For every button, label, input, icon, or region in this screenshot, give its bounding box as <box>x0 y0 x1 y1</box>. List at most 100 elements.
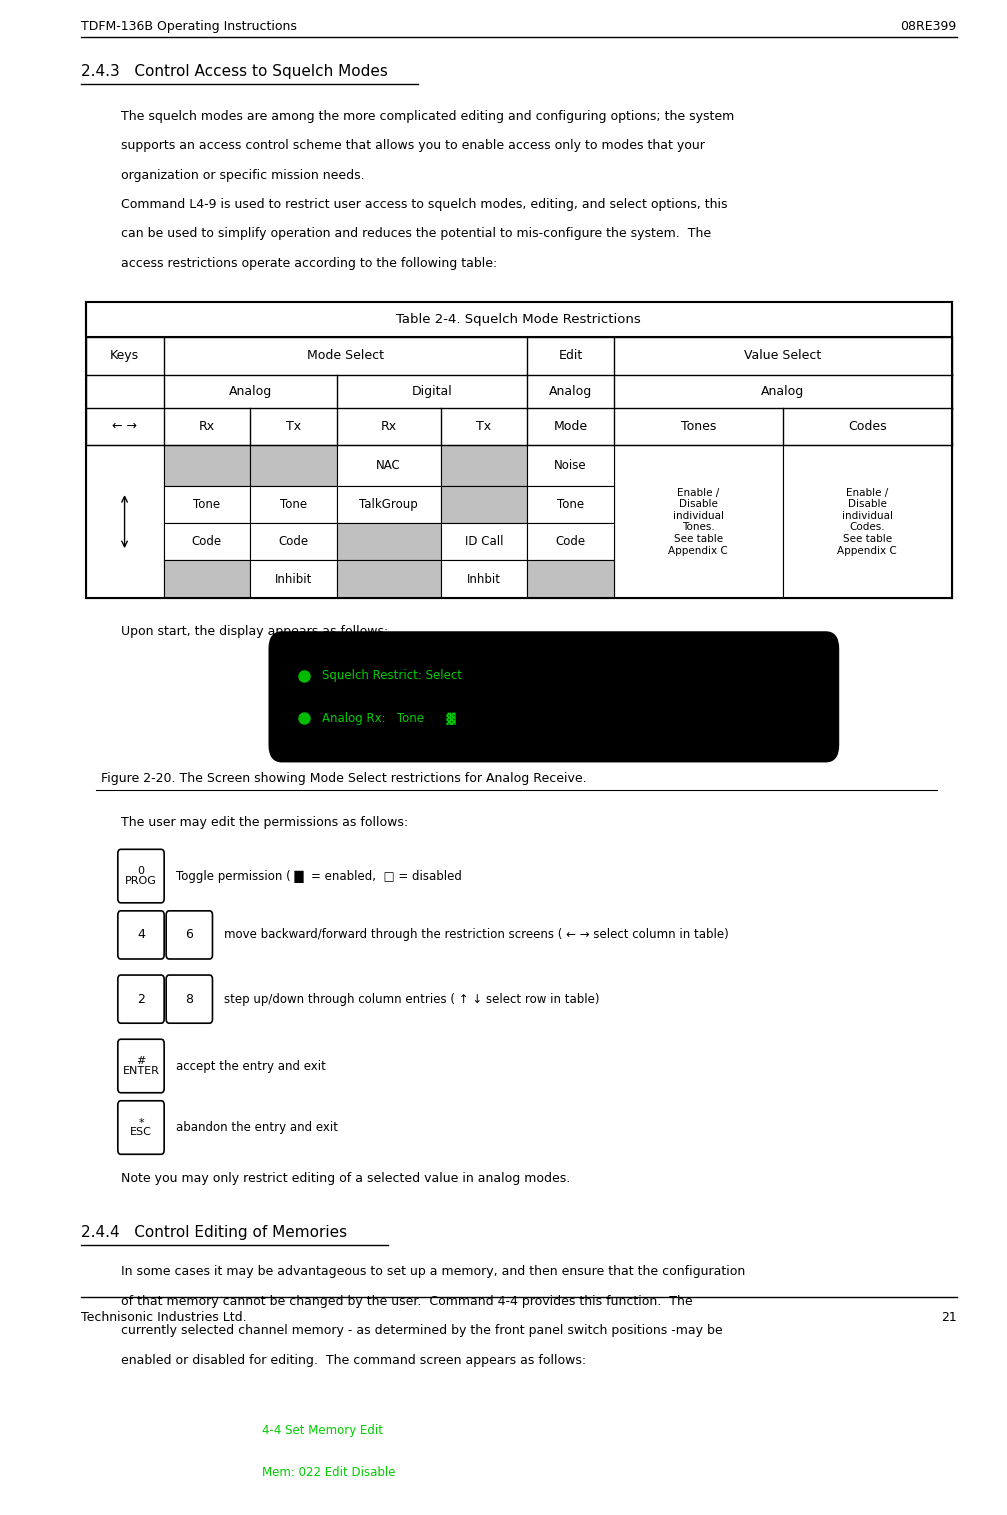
Bar <box>528 485 614 523</box>
FancyBboxPatch shape <box>118 850 164 903</box>
Text: 8: 8 <box>185 992 193 1006</box>
Bar <box>441 485 528 523</box>
Bar <box>86 336 952 374</box>
Bar <box>441 561 528 598</box>
Text: Figure 2-20. The Screen showing Mode Select restrictions for Analog Receive.: Figure 2-20. The Screen showing Mode Sel… <box>101 771 586 785</box>
Text: Mode Select: Mode Select <box>307 350 384 362</box>
Text: Technisonic Industries Ltd.: Technisonic Industries Ltd. <box>81 1310 246 1324</box>
Text: Code: Code <box>556 535 586 548</box>
Text: Toggle permission ( █  = enabled,  □ = disabled: Toggle permission ( █ = enabled, □ = dis… <box>176 870 462 883</box>
Text: step up/down through column entries ( ↑ ↓ select row in table): step up/down through column entries ( ↑ … <box>224 992 599 1006</box>
Text: Enable /
Disable
individual
Codes.
See table
Appendix C: Enable / Disable individual Codes. See t… <box>837 488 897 556</box>
Bar <box>336 445 441 485</box>
Bar <box>336 561 441 598</box>
FancyBboxPatch shape <box>118 1039 164 1092</box>
Bar <box>86 445 163 598</box>
Bar <box>250 561 336 598</box>
Bar <box>336 485 441 523</box>
Text: abandon the entry and exit: abandon the entry and exit <box>176 1121 338 1135</box>
Bar <box>163 523 250 561</box>
Text: ← →: ← → <box>112 420 137 433</box>
Text: can be used to simplify operation and reduces the potential to mis-configure the: can be used to simplify operation and re… <box>121 227 711 241</box>
Bar <box>782 445 952 598</box>
Text: supports an access control scheme that allows you to enable access only to modes: supports an access control scheme that a… <box>121 139 705 152</box>
Text: Keys: Keys <box>110 350 139 362</box>
Bar <box>250 445 336 485</box>
Text: The squelch modes are among the more complicated editing and configuring options: The squelch modes are among the more com… <box>121 109 734 123</box>
Text: Tx: Tx <box>286 420 301 433</box>
Text: Noise: Noise <box>554 459 587 473</box>
Text: 4-4 Set Memory Edit: 4-4 Set Memory Edit <box>262 1424 383 1436</box>
Text: Analog: Analog <box>229 385 272 398</box>
FancyBboxPatch shape <box>270 633 838 761</box>
FancyBboxPatch shape <box>166 911 212 959</box>
FancyBboxPatch shape <box>118 976 164 1023</box>
Text: NAC: NAC <box>377 459 401 473</box>
Text: Tone: Tone <box>280 498 307 511</box>
Bar <box>441 523 528 561</box>
Text: TalkGroup: TalkGroup <box>359 498 418 511</box>
Text: Analog: Analog <box>761 385 805 398</box>
Text: Command L4-9 is used to restrict user access to squelch modes, editing, and sele: Command L4-9 is used to restrict user ac… <box>121 198 727 211</box>
Text: access restrictions operate according to the following table:: access restrictions operate according to… <box>121 258 497 270</box>
Text: enabled or disabled for editing.  The command screen appears as follows:: enabled or disabled for editing. The com… <box>121 1353 586 1367</box>
Text: *
ESC: * ESC <box>130 1118 152 1138</box>
Text: 0
PROG: 0 PROG <box>125 867 157 886</box>
Bar <box>250 485 336 523</box>
Text: ID Call: ID Call <box>464 535 504 548</box>
Text: 2.4.4   Control Editing of Memories: 2.4.4 Control Editing of Memories <box>81 1226 346 1241</box>
Text: Mem: 022 Edit Disable: Mem: 022 Edit Disable <box>262 1467 396 1479</box>
Text: #
ENTER: # ENTER <box>123 1056 159 1076</box>
Text: Analog Rx:   Tone      ▓: Analog Rx: Tone ▓ <box>322 712 456 724</box>
Text: accept the entry and exit: accept the entry and exit <box>176 1059 326 1073</box>
Text: 4: 4 <box>137 929 145 941</box>
Text: Code: Code <box>278 535 308 548</box>
Text: currently selected channel memory - as determined by the front panel switch posi: currently selected channel memory - as d… <box>121 1324 722 1338</box>
Text: Inhibit: Inhibit <box>275 573 312 586</box>
Bar <box>528 523 614 561</box>
Bar <box>163 485 250 523</box>
Bar <box>163 445 250 485</box>
Bar <box>528 561 614 598</box>
Text: Tones: Tones <box>681 420 716 433</box>
Text: move backward/forward through the restriction screens ( ← → select column in tab: move backward/forward through the restri… <box>224 929 728 941</box>
Text: TDFM-136B Operating Instructions: TDFM-136B Operating Instructions <box>81 20 296 33</box>
Text: 2: 2 <box>137 992 145 1006</box>
Text: Value Select: Value Select <box>744 350 822 362</box>
Text: organization or specific mission needs.: organization or specific mission needs. <box>121 168 365 182</box>
Text: Tone: Tone <box>557 498 584 511</box>
Text: Enable /
Disable
individual
Tones.
See table
Appendix C: Enable / Disable individual Tones. See t… <box>669 488 728 556</box>
Text: 08RE399: 08RE399 <box>900 20 957 33</box>
Text: Tx: Tx <box>476 420 491 433</box>
FancyBboxPatch shape <box>118 1101 164 1154</box>
Text: Rx: Rx <box>198 420 214 433</box>
Text: Code: Code <box>191 535 222 548</box>
Bar <box>250 523 336 561</box>
Text: Tone: Tone <box>193 498 221 511</box>
Text: Upon start, the display appears as follows:: Upon start, the display appears as follo… <box>121 624 388 638</box>
Text: Analog: Analog <box>549 385 592 398</box>
Bar <box>528 445 614 485</box>
Text: The user may edit the permissions as follows:: The user may edit the permissions as fol… <box>121 817 408 829</box>
Text: of that memory cannot be changed by the user.  Command 4-4 provides this functio: of that memory cannot be changed by the … <box>121 1295 693 1307</box>
Text: 2.4.3   Control Access to Squelch Modes: 2.4.3 Control Access to Squelch Modes <box>81 64 388 79</box>
Text: Table 2-4. Squelch Mode Restrictions: Table 2-4. Squelch Mode Restrictions <box>396 314 641 326</box>
Text: Inhbit: Inhbit <box>467 573 500 586</box>
Text: Digital: Digital <box>412 385 452 398</box>
Text: Mode: Mode <box>554 420 588 433</box>
Text: Squelch Restrict: Select: Squelch Restrict: Select <box>322 670 462 682</box>
Text: In some cases it may be advantageous to set up a memory, and then ensure that th: In some cases it may be advantageous to … <box>121 1265 745 1279</box>
FancyBboxPatch shape <box>118 911 164 959</box>
Text: Note you may only restrict editing of a selected value in analog modes.: Note you may only restrict editing of a … <box>121 1171 570 1185</box>
Text: Rx: Rx <box>381 420 397 433</box>
FancyBboxPatch shape <box>166 976 212 1023</box>
Bar <box>86 303 952 336</box>
Text: Edit: Edit <box>559 350 583 362</box>
Text: 6: 6 <box>185 929 193 941</box>
Bar <box>163 561 250 598</box>
Text: Codes: Codes <box>848 420 886 433</box>
Bar <box>441 445 528 485</box>
Bar <box>336 523 441 561</box>
Text: 21: 21 <box>941 1310 957 1324</box>
Bar <box>614 445 782 598</box>
